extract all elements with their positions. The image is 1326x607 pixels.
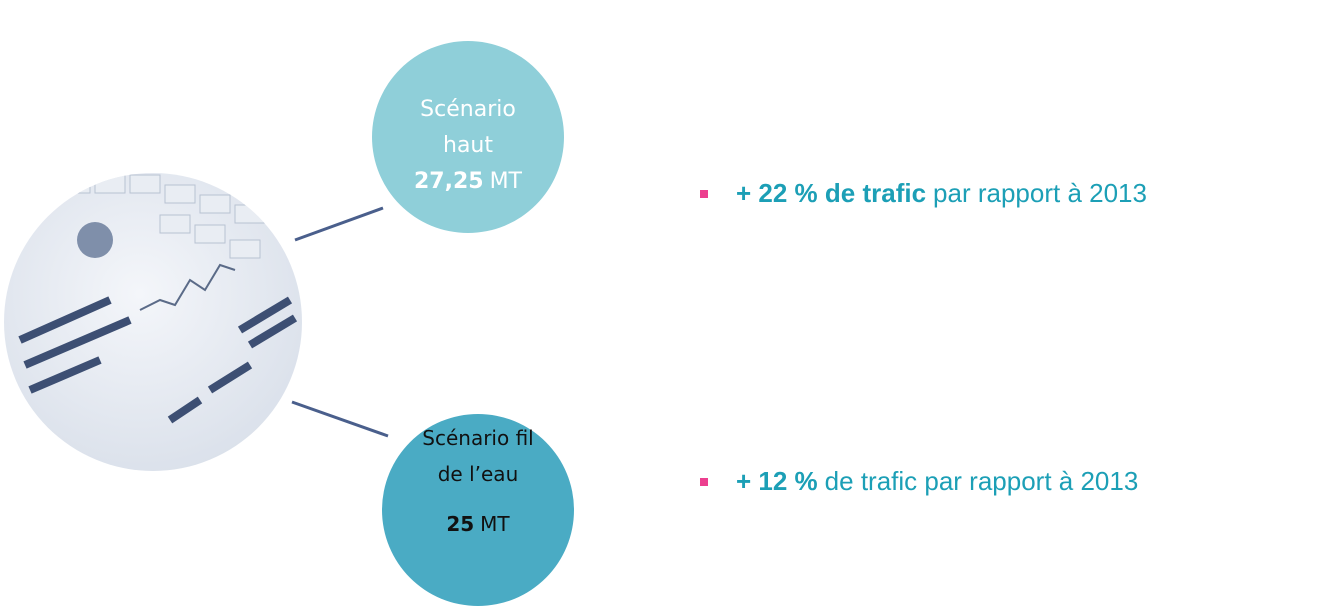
unit: MT (480, 512, 509, 536)
unit: MT (490, 169, 522, 194)
slide: Scénario haut 27,25MT Scénario fil de l’… (0, 0, 1326, 607)
node-label: Scénario fil (422, 420, 533, 456)
bullet-marker (700, 478, 708, 486)
node-label: haut (443, 128, 493, 164)
photo (0, 170, 310, 480)
bullet-bold: + 22 % de trafic (736, 178, 926, 209)
connector (292, 402, 388, 436)
node-label: de l’eau (438, 456, 519, 492)
value: 25 (446, 512, 474, 536)
bullet-text: de trafic par rapport à 2013 (825, 466, 1139, 497)
bullet-marker (700, 190, 708, 198)
bullet-text: par rapport à 2013 (933, 178, 1147, 209)
bullet-bold: + 12 % (736, 466, 818, 497)
connector (295, 208, 383, 240)
node-label: Scénario (420, 92, 516, 128)
bullet: + 12 %de trafic par rapport à 2013 (700, 466, 1138, 497)
value: 27,25 (414, 169, 484, 194)
diagram (0, 0, 1326, 607)
